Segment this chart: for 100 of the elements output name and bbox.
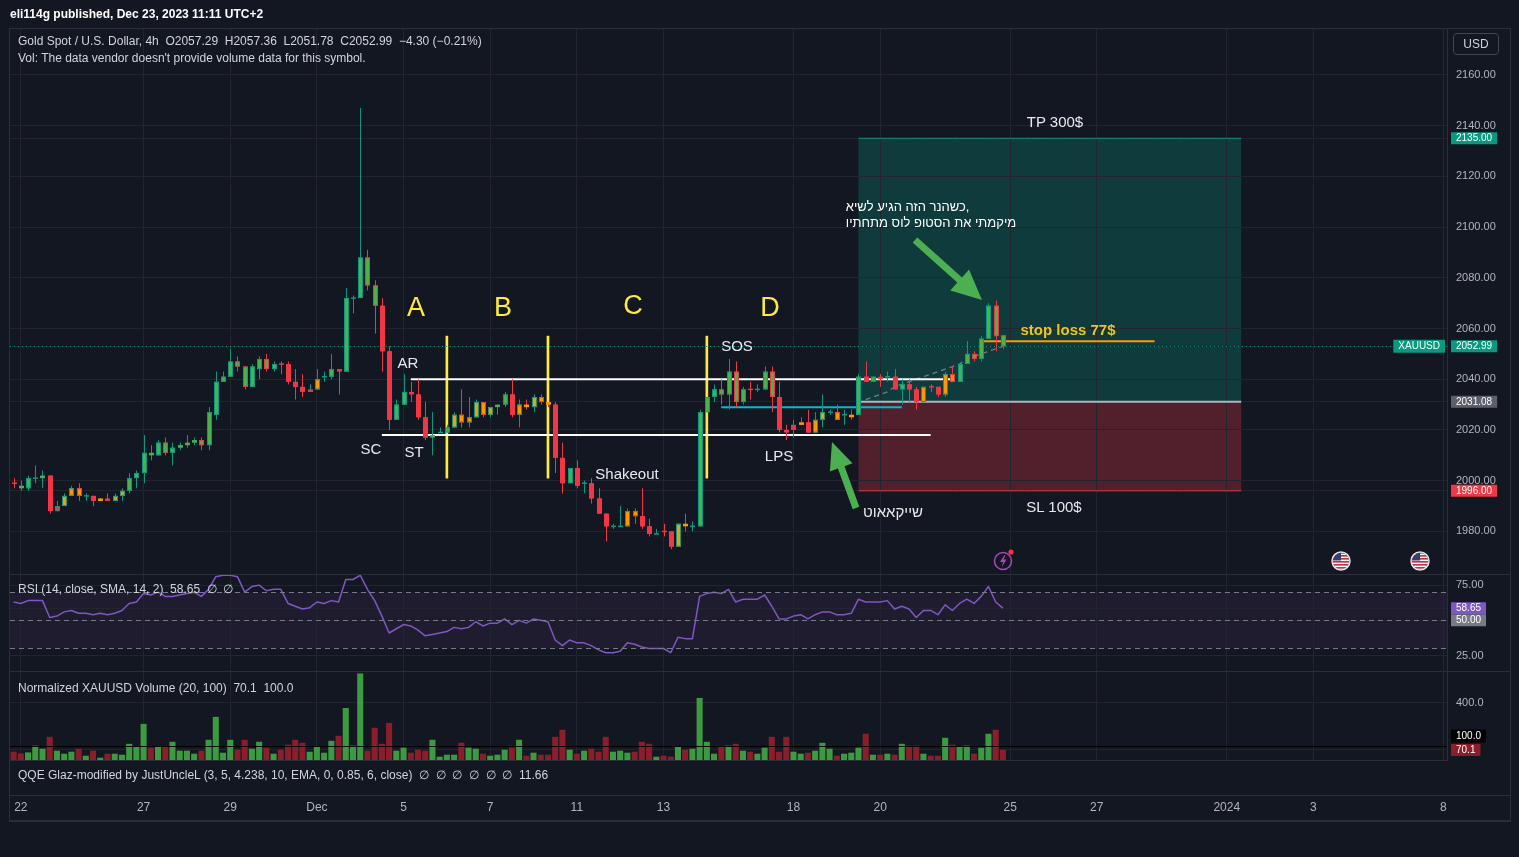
annotation: stop loss 77$ (1020, 321, 1116, 339)
y-tick-label: 2060.00 (1456, 321, 1496, 334)
candlestick (329, 353, 334, 380)
bar (884, 753, 891, 760)
annotation: AR (397, 354, 419, 372)
chart-title: Gold Spot / U.S. Dollar, 4h O2057.29 H2057.36 L2051.78 C2052.99 −4.30 (−0.21%) (18, 34, 482, 48)
bar (162, 746, 169, 760)
bar (718, 746, 725, 760)
bar (949, 744, 956, 760)
bar (689, 748, 696, 760)
y-tick-label: 1980.00 (1456, 524, 1496, 537)
bar (82, 755, 89, 760)
bar (920, 753, 927, 760)
candlestick (170, 442, 175, 466)
bar (523, 755, 530, 760)
candlestick (315, 368, 320, 390)
y-tick-label: 2135.00 (1456, 132, 1493, 144)
candlestick (893, 368, 898, 390)
candlestick (900, 378, 905, 406)
bar (501, 749, 508, 760)
y-tick-label: 2040.00 (1456, 372, 1496, 385)
candlestick (806, 409, 811, 433)
line-series (865, 345, 1004, 401)
bar (970, 753, 978, 760)
candlestick (250, 363, 255, 388)
annotation: B (493, 290, 513, 324)
candlestick (698, 409, 703, 527)
annotation: Shakeout (595, 465, 659, 483)
bar (46, 736, 53, 760)
bar (573, 753, 580, 760)
bar (566, 749, 573, 760)
bar (653, 756, 660, 760)
bar (891, 754, 898, 760)
candlestick (943, 371, 948, 398)
annotation: C (623, 288, 643, 322)
y-tick-label: 2100.00 (1456, 220, 1496, 233)
bar (147, 747, 154, 760)
ref-line-label: XAUUSD (1398, 340, 1441, 352)
bar (942, 737, 949, 760)
y-tick-label: 2140.00 (1456, 118, 1496, 131)
bar (104, 753, 111, 760)
candlestick (459, 388, 464, 428)
bar (270, 753, 277, 760)
bar (479, 753, 487, 760)
y-tick-label: 2080.00 (1456, 270, 1496, 283)
candlestick (907, 378, 912, 403)
candlestick (986, 302, 991, 340)
bar (458, 742, 465, 760)
text: eli114g published, Dec 23, 2023 11:11 UTC+2 (10, 7, 264, 21)
candlestick (293, 368, 298, 401)
bar (869, 754, 876, 760)
x-tick-label: 27 (1090, 799, 1104, 814)
ref-line-label: 100.0 (1456, 729, 1482, 741)
bar (241, 739, 248, 760)
bar (862, 733, 869, 760)
bar (508, 747, 515, 760)
x-tick-label: 25 (1003, 799, 1018, 814)
bar (804, 752, 811, 760)
bar (833, 755, 840, 760)
candlestick (727, 358, 732, 411)
candlestick (994, 300, 999, 352)
bar (516, 739, 523, 760)
bar (581, 750, 588, 760)
candlestick (813, 411, 818, 433)
annotation: שייקאאוט (862, 503, 924, 521)
bar (674, 746, 681, 760)
bar (140, 723, 147, 760)
annotation: LPS (764, 447, 794, 465)
bar (747, 751, 754, 760)
y-tick-label: 2000.00 (1456, 473, 1496, 486)
bar (682, 749, 689, 760)
candlestick (243, 366, 248, 390)
candlestick (856, 373, 861, 416)
candlestick (467, 396, 472, 428)
x-tick-label: 2024 (1213, 799, 1241, 814)
x-tick-label: 18 (786, 799, 801, 814)
candlestick (358, 107, 363, 299)
annotation: A (406, 290, 426, 324)
annotation: SOS (721, 337, 753, 355)
candlestick (517, 399, 522, 428)
candlestick (207, 406, 212, 451)
bar (877, 754, 884, 760)
annotation: ST (404, 443, 424, 461)
annotation: כשהנר הזה הגיע לשיא, מיקמתי את הסטופ לוס מתחתיו (845, 199, 1017, 231)
bar (75, 748, 82, 760)
y-tick-label: 25.00 (1456, 648, 1484, 661)
candlestick (430, 411, 435, 456)
bar (335, 735, 342, 760)
y-axis-title: USD (1453, 33, 1499, 55)
bar (90, 750, 97, 760)
bar (155, 746, 162, 760)
candlestick (365, 249, 370, 291)
candlestick (864, 360, 869, 383)
x-tick-label: 22 (14, 799, 28, 814)
text: QQE Glaz-modified by JustUncleL (3, 5, 4.238, 10, EMA, 0, 0.85, 6, close) ∅ ∅ ∅ ∅ ∅ ∅ 11.66 (18, 768, 549, 782)
candlestick (394, 399, 399, 421)
annotation: TP 300$ (1026, 113, 1084, 131)
bar (732, 743, 739, 760)
bar (898, 743, 905, 760)
annotation: SL 100$ (1026, 498, 1082, 516)
